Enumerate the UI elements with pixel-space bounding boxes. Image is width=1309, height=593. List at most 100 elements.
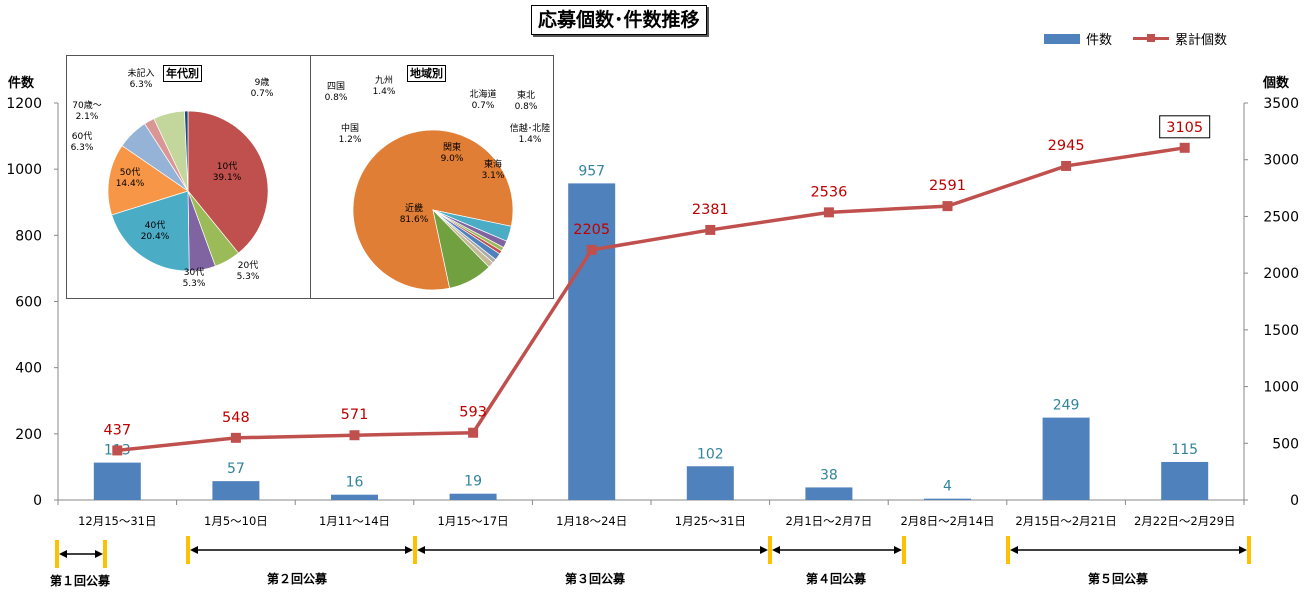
right-tick-label: 500	[1272, 436, 1299, 452]
left-tick-label: 400	[15, 361, 42, 377]
round-marker	[55, 540, 59, 568]
round-arrow-head	[1239, 546, 1247, 554]
line-point	[586, 244, 597, 255]
right-tick-label: 3000	[1263, 153, 1299, 169]
region-label-kinki: 近畿 81.6%	[399, 204, 429, 225]
pie-slice	[111, 190, 190, 272]
age-label-30s: 30代 5.3%	[182, 268, 206, 289]
pie-slice	[184, 110, 189, 192]
line-point	[705, 224, 716, 235]
right-tick-label: 2000	[1263, 266, 1299, 282]
round-marker	[186, 536, 190, 564]
age-label-50s: 50代 14.4%	[115, 168, 145, 189]
line-value-label: 2381	[692, 202, 729, 218]
round-marker	[413, 536, 417, 564]
age-pie-svg	[107, 110, 269, 272]
bar	[924, 498, 971, 500]
bar-value-label: 38	[820, 467, 838, 483]
right-tick-label: 1500	[1263, 323, 1299, 339]
pie-slice	[432, 208, 490, 289]
legend-line: 累計個数	[1133, 29, 1227, 48]
highlight-box	[1159, 115, 1211, 139]
age-label-10s: 10代 39.1%	[212, 162, 242, 183]
region-label-kyushu: 九州 1.4%	[372, 76, 396, 97]
bar-value-label: 957	[578, 163, 605, 179]
left-tick-label: 1000	[6, 162, 42, 178]
pie-slice	[107, 145, 189, 216]
round-marker	[1006, 536, 1010, 564]
line-value-label: 2536	[810, 184, 847, 200]
right-axis-title: 個数	[1263, 76, 1290, 91]
left-tick-label: 800	[15, 228, 42, 244]
legend-bar-swatch	[1044, 33, 1080, 44]
x-tick-label: 1月18〜24日	[556, 514, 627, 528]
bar-value-label: 19	[464, 474, 482, 490]
region-label-kanto: 関東 9.0%	[440, 143, 464, 164]
round-marker	[902, 536, 906, 564]
age-pie-inset: 年代別 10代 39.1% 20代 5.3% 30代 5.3% 40代 20.4% 50…	[66, 55, 311, 299]
bar	[686, 466, 734, 500]
x-tick-label: 2月1日〜2月7日	[786, 514, 873, 528]
region-label-chugoku: 中国 1.2%	[338, 124, 362, 145]
round-marker	[103, 540, 107, 568]
round-4-label: 第４回公募	[806, 572, 867, 586]
bar-value-label: 16	[346, 475, 364, 491]
bar-value-label: 4	[943, 479, 952, 495]
bar-value-label: 249	[1053, 398, 1080, 414]
line-point	[1179, 142, 1190, 153]
age-label-40s: 40代 20.4%	[140, 221, 170, 242]
bar	[93, 462, 141, 500]
region-pie-title: 地域別	[407, 65, 446, 82]
age-label-70s: 70歳〜 2.1%	[72, 101, 102, 122]
left-tick-label: 600	[15, 295, 42, 311]
right-tick-label: 3500	[1263, 96, 1299, 112]
age-label-9: 9歳 0.7%	[250, 78, 274, 99]
left-tick-label: 0	[33, 493, 42, 509]
round-1-label: 第１回公募	[50, 574, 111, 588]
line-point	[823, 207, 834, 218]
line-point	[942, 201, 953, 212]
round-arrow-head	[894, 546, 902, 554]
region-label-tohoku: 東北 0.8%	[514, 91, 538, 112]
right-tick-label: 2500	[1263, 209, 1299, 225]
right-tick-label: 0	[1290, 493, 1299, 509]
x-tick-label: 2月15日〜2月21日	[1015, 514, 1116, 528]
right-tick-label: 1000	[1263, 380, 1299, 396]
region-label-shikoku: 四国 0.8%	[324, 82, 348, 103]
round-arrow-head	[59, 550, 67, 558]
x-tick-label: 1月15〜17日	[438, 514, 509, 528]
legend-bar-label: 件数	[1086, 33, 1113, 48]
pie-slice	[352, 129, 514, 291]
line-value-label: 571	[341, 407, 369, 423]
region-label-tokai: 東海 3.1%	[481, 160, 505, 181]
region-label-shinetsu: 信越･北陸 1.4%	[509, 124, 551, 145]
bar-value-label: 115	[1171, 442, 1198, 458]
x-tick-label: 2月22日〜2月29日	[1134, 514, 1235, 528]
round-arrow-head	[417, 546, 425, 554]
round-arrow-head	[95, 550, 103, 558]
round-arrow-head	[1010, 546, 1018, 554]
age-label-20s: 20代 5.3%	[236, 261, 260, 282]
bar	[1161, 461, 1209, 500]
x-tick-label: 1月11〜14日	[319, 514, 390, 528]
round-arrow-head	[772, 546, 780, 554]
left-tick-label: 200	[15, 427, 42, 443]
x-tick-label: 1月5〜10日	[204, 514, 268, 528]
round-marker	[1247, 536, 1251, 564]
round-arrow-head	[405, 546, 413, 554]
round-arrow-head	[760, 546, 768, 554]
line-value-label: 3105	[1166, 120, 1203, 136]
line-point	[230, 432, 241, 443]
line-value-label: 593	[459, 405, 487, 421]
line-value-label: 437	[103, 422, 131, 438]
pie-slice	[187, 110, 269, 254]
cumulative-line	[117, 146, 1185, 453]
line-point	[112, 445, 123, 456]
region-pie-svg	[352, 129, 514, 291]
bar-value-label: 102	[697, 446, 724, 462]
bar	[449, 493, 497, 500]
region-pie-inset: 地域別 近畿 81.6% 東海 3.1% 信越･北陸 1.4% 東北 0.8% 北海道 0…	[310, 55, 554, 299]
age-pie-title: 年代別	[163, 65, 202, 82]
